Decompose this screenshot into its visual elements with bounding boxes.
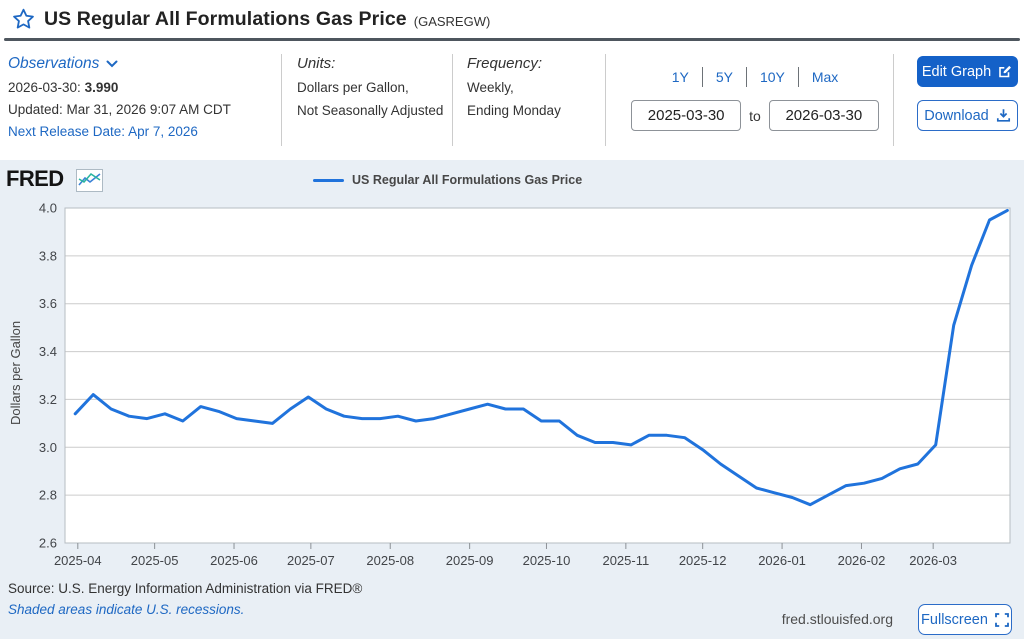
svg-text:2025-05: 2025-05 — [131, 553, 179, 568]
meta-divider — [605, 54, 606, 146]
latest-observation-value: 3.990 — [84, 80, 119, 95]
preset-separator — [797, 67, 799, 87]
svg-text:2025-10: 2025-10 — [523, 553, 571, 568]
date-range-controls: to — [615, 100, 895, 131]
units-label: Units: — [297, 55, 336, 72]
svg-text:2025-11: 2025-11 — [602, 553, 649, 568]
meta-divider — [452, 54, 453, 146]
frequency-panel: Frequency: Weekly, Ending Monday — [467, 55, 597, 118]
svg-text:3.4: 3.4 — [39, 344, 57, 359]
download-label: Download — [924, 107, 989, 124]
svg-text:2025-06: 2025-06 — [210, 553, 258, 568]
date-range-to-label: to — [749, 107, 761, 124]
svg-text:2025-07: 2025-07 — [287, 553, 335, 568]
svg-text:2025-12: 2025-12 — [679, 553, 727, 568]
favorite-star-icon[interactable] — [12, 8, 35, 30]
frequency-label: Frequency: — [467, 55, 543, 72]
frequency-value: Weekly, — [467, 80, 514, 95]
svg-text:3.0: 3.0 — [39, 440, 57, 455]
meta-divider — [281, 54, 282, 146]
updated-timestamp: Updated: Mar 31, 2026 9:07 AM CDT — [8, 102, 231, 117]
edit-graph-button[interactable]: Edit Graph — [917, 56, 1018, 87]
svg-text:2.8: 2.8 — [39, 488, 57, 503]
svg-text:2025-09: 2025-09 — [446, 553, 494, 568]
units-panel: Units: Dollars per Gallon, Not Seasonall… — [297, 55, 445, 119]
svg-text:2026-03: 2026-03 — [909, 553, 957, 568]
units-value: Dollars per Gallon, — [297, 80, 409, 95]
range-preset-1y[interactable]: 1Y — [671, 69, 689, 85]
observations-dropdown[interactable]: Observations — [8, 55, 276, 73]
recessions-link[interactable]: Shaded areas indicate U.S. recessions. — [8, 602, 245, 617]
title-bar: US Regular All Formulations Gas Price (G… — [0, 0, 1024, 38]
title-divider — [4, 38, 1020, 41]
download-button[interactable]: Download — [917, 100, 1018, 131]
fred-sparkline-icon — [76, 169, 103, 197]
preset-separator — [745, 67, 747, 87]
latest-observation-date: 2026-03-30: — [8, 80, 81, 95]
range-preset-max[interactable]: Max — [811, 69, 839, 85]
fullscreen-label: Fullscreen — [921, 611, 988, 628]
download-icon — [996, 109, 1010, 122]
fred-logo: FRED — [6, 166, 64, 191]
fullscreen-button[interactable]: Fullscreen — [918, 604, 1012, 635]
series-id: (GASREGW) — [413, 13, 491, 29]
range-preset-10y[interactable]: 10Y — [759, 69, 785, 85]
svg-text:2026-02: 2026-02 — [838, 553, 886, 568]
units-adjustment: Not Seasonally Adjusted — [297, 103, 444, 118]
legend-line-swatch — [313, 178, 344, 182]
frequency-ending: Ending Monday — [467, 103, 561, 118]
svg-text:3.8: 3.8 — [39, 248, 57, 263]
fullscreen-icon — [995, 612, 1009, 627]
edit-graph-label: Edit Graph — [921, 63, 992, 80]
site-url: fred.stlouisfed.org — [781, 611, 893, 627]
observations-label: Observations — [8, 55, 100, 72]
preset-separator — [701, 67, 703, 87]
chart-container: FRED US Regular All Formulations Gas Pri… — [0, 160, 1024, 639]
latest-observation: 2026-03-30: 3.990 — [8, 80, 276, 95]
svg-text:3.6: 3.6 — [39, 296, 57, 311]
start-date-input[interactable] — [631, 100, 742, 131]
svg-text:2025-08: 2025-08 — [366, 553, 414, 568]
series-legend: US Regular All Formulations Gas Price — [313, 171, 582, 189]
end-date-input[interactable] — [768, 100, 879, 131]
source-note: Source: U.S. Energy Information Administ… — [8, 581, 363, 596]
svg-text:2.6: 2.6 — [39, 536, 57, 551]
observations-panel: Observations 2026-03-30: 3.990 Updated: … — [8, 55, 276, 139]
next-release-link[interactable]: Next Release Date: Apr 7, 2026 — [8, 124, 198, 139]
range-preset-5y[interactable]: 5Y — [715, 69, 733, 85]
svg-text:4.0: 4.0 — [39, 201, 57, 216]
chevron-down-icon — [106, 60, 118, 68]
svg-text:2025-04: 2025-04 — [54, 553, 102, 568]
legend-label: US Regular All Formulations Gas Price — [352, 173, 583, 187]
meta-divider — [893, 54, 894, 146]
gas-price-chart[interactable]: 2.6 2.8 3.0 3.2 3.4 3.6 3.8 4.0 2025-04 2025-05 20… — [0, 160, 1024, 596]
edit-icon — [999, 65, 1012, 78]
page-title: US Regular All Formulations Gas Price — [44, 7, 407, 30]
svg-text:3.2: 3.2 — [39, 392, 57, 407]
range-presets: 1Y 5Y 10Y Max — [615, 66, 895, 88]
svg-text:2026-01: 2026-01 — [758, 553, 806, 568]
